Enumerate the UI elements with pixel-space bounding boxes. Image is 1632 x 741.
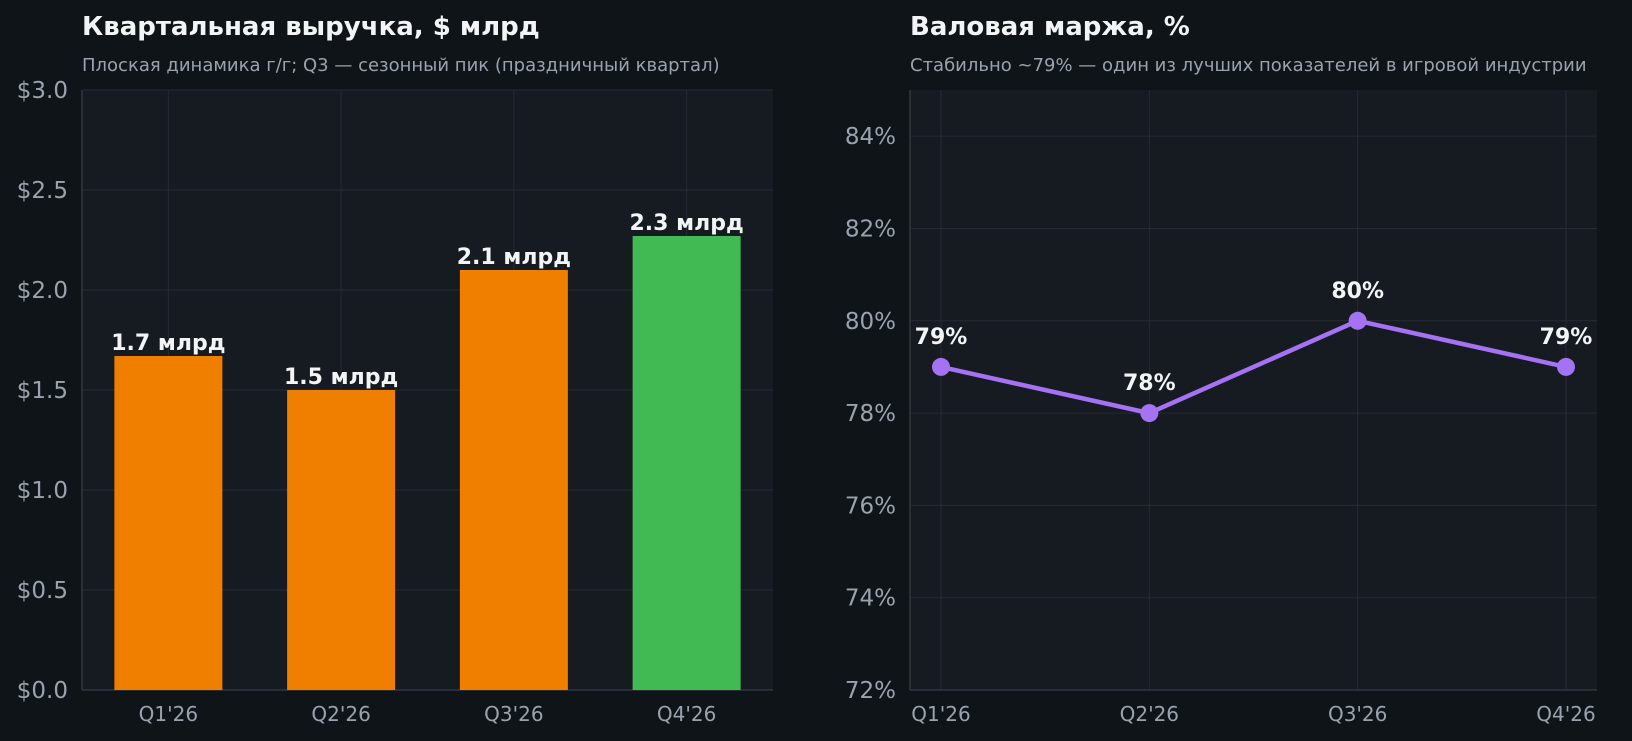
bar-Q4'26 (632, 236, 741, 690)
x-tick-label: Q1'26 (139, 702, 198, 726)
y-tick-label: 74% (845, 586, 896, 612)
x-tick-label: Q3'26 (1328, 702, 1387, 726)
y-tick-label: $2.0 (17, 278, 68, 304)
x-tick-label: Q1'26 (911, 702, 970, 726)
y-tick-label: 82% (845, 216, 896, 242)
data-point-Q1'26 (932, 357, 950, 376)
bar-data-label: 2.1 млрд (457, 245, 571, 270)
chart-1-subtitle: Плоская динамика г/г; Q3 — сезонный пик … (82, 55, 720, 76)
point-data-label: 79% (915, 325, 968, 350)
y-tick-label: $1.0 (17, 478, 68, 504)
plot-area-2 (910, 90, 1597, 690)
y-tick-label: $1.5 (17, 378, 68, 404)
bar-Q2'26 (287, 390, 396, 690)
point-data-label: 78% (1123, 371, 1176, 396)
chart-1-title: Квартальная выручка, $ млрд (82, 12, 540, 42)
data-point-Q4'26 (1557, 357, 1575, 376)
bar-Q3'26 (459, 270, 568, 690)
y-tick-label: 78% (845, 401, 896, 427)
bar-data-label: 1.5 млрд (284, 365, 398, 390)
chart-2-subtitle: Стабильно ~79% — один из лучших показате… (910, 55, 1587, 76)
y-tick-label: $0.0 (17, 678, 68, 704)
y-tick-label: $2.5 (17, 178, 68, 204)
y-tick-label: $3.0 (17, 78, 68, 104)
y-tick-label: $0.5 (17, 578, 68, 604)
data-point-Q3'26 (1348, 311, 1367, 330)
x-tick-label: Q2'26 (311, 702, 370, 726)
bar-data-label: 1.7 млрд (111, 331, 225, 356)
x-tick-label: Q2'26 (1120, 702, 1179, 726)
margin-line (938, 318, 1569, 416)
y-tick-label: 84% (845, 124, 896, 150)
bar-data-label: 2.3 млрд (630, 211, 744, 236)
data-point-Q2'26 (1140, 404, 1159, 423)
x-tick-label: Q4'26 (1536, 702, 1595, 726)
bar-Q1'26 (114, 356, 223, 690)
chart-2-title: Валовая маржа, % (910, 12, 1190, 42)
y-tick-label: 72% (845, 678, 896, 704)
y-tick-label: 76% (845, 493, 896, 519)
x-tick-label: Q3'26 (484, 702, 543, 726)
point-data-label: 79% (1540, 325, 1593, 350)
y-tick-label: 80% (845, 309, 896, 335)
point-data-label: 80% (1331, 279, 1384, 304)
x-tick-label: Q4'26 (657, 702, 716, 726)
